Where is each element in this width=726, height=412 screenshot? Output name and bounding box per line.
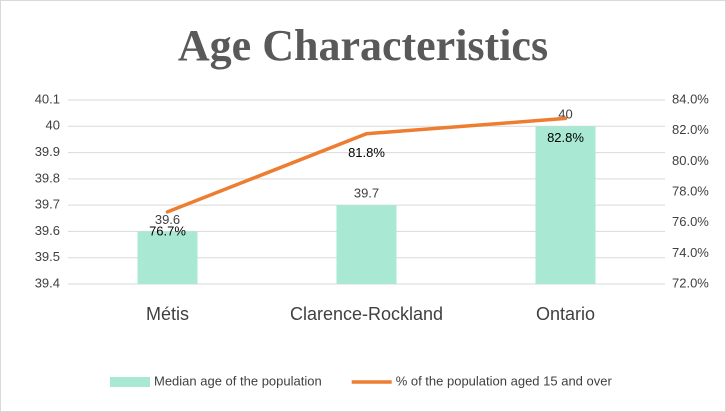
bar [336,205,397,284]
y2-tick-label: 74.0% [672,245,709,260]
y-tick-label: 40.1 [35,91,60,106]
legend-label: % of the population aged 15 and over [396,373,613,388]
bar [137,231,198,284]
y-tick-label: 39.9 [35,144,60,159]
bar-value-label: 39.6 [155,212,180,227]
y-tick-label: 39.7 [35,197,60,212]
y2-tick-label: 78.0% [672,183,709,198]
y2-tick-label: 80.0% [672,153,709,168]
y-tick-label: 39.4 [35,275,60,290]
line [165,116,568,214]
y2-tick-label: 76.0% [672,214,709,229]
y-tick-label: 39.6 [35,223,60,238]
legend-label: Median age of the population [154,373,322,388]
legend-swatch [110,377,150,387]
line-value-label: 81.8% [348,145,385,160]
line-value-label: 82.8% [547,130,584,145]
bar [535,126,596,285]
x-tick-label: Métis [146,304,189,324]
chart-title: Age Characteristics [178,21,548,70]
y2-tick-label: 82.0% [672,122,709,137]
bar-value-label: 39.7 [354,186,379,201]
y-tick-label: 39.5 [35,249,60,264]
y-tick-label: 39.8 [35,170,60,185]
y2-tick-label: 72.0% [672,275,709,290]
line-value-label: 76.7% [149,223,186,238]
y-tick-label: 40 [46,118,60,133]
y2-tick-label: 84.0% [672,91,709,106]
x-tick-label: Clarence-Rockland [290,304,443,324]
x-tick-label: Ontario [536,304,595,324]
